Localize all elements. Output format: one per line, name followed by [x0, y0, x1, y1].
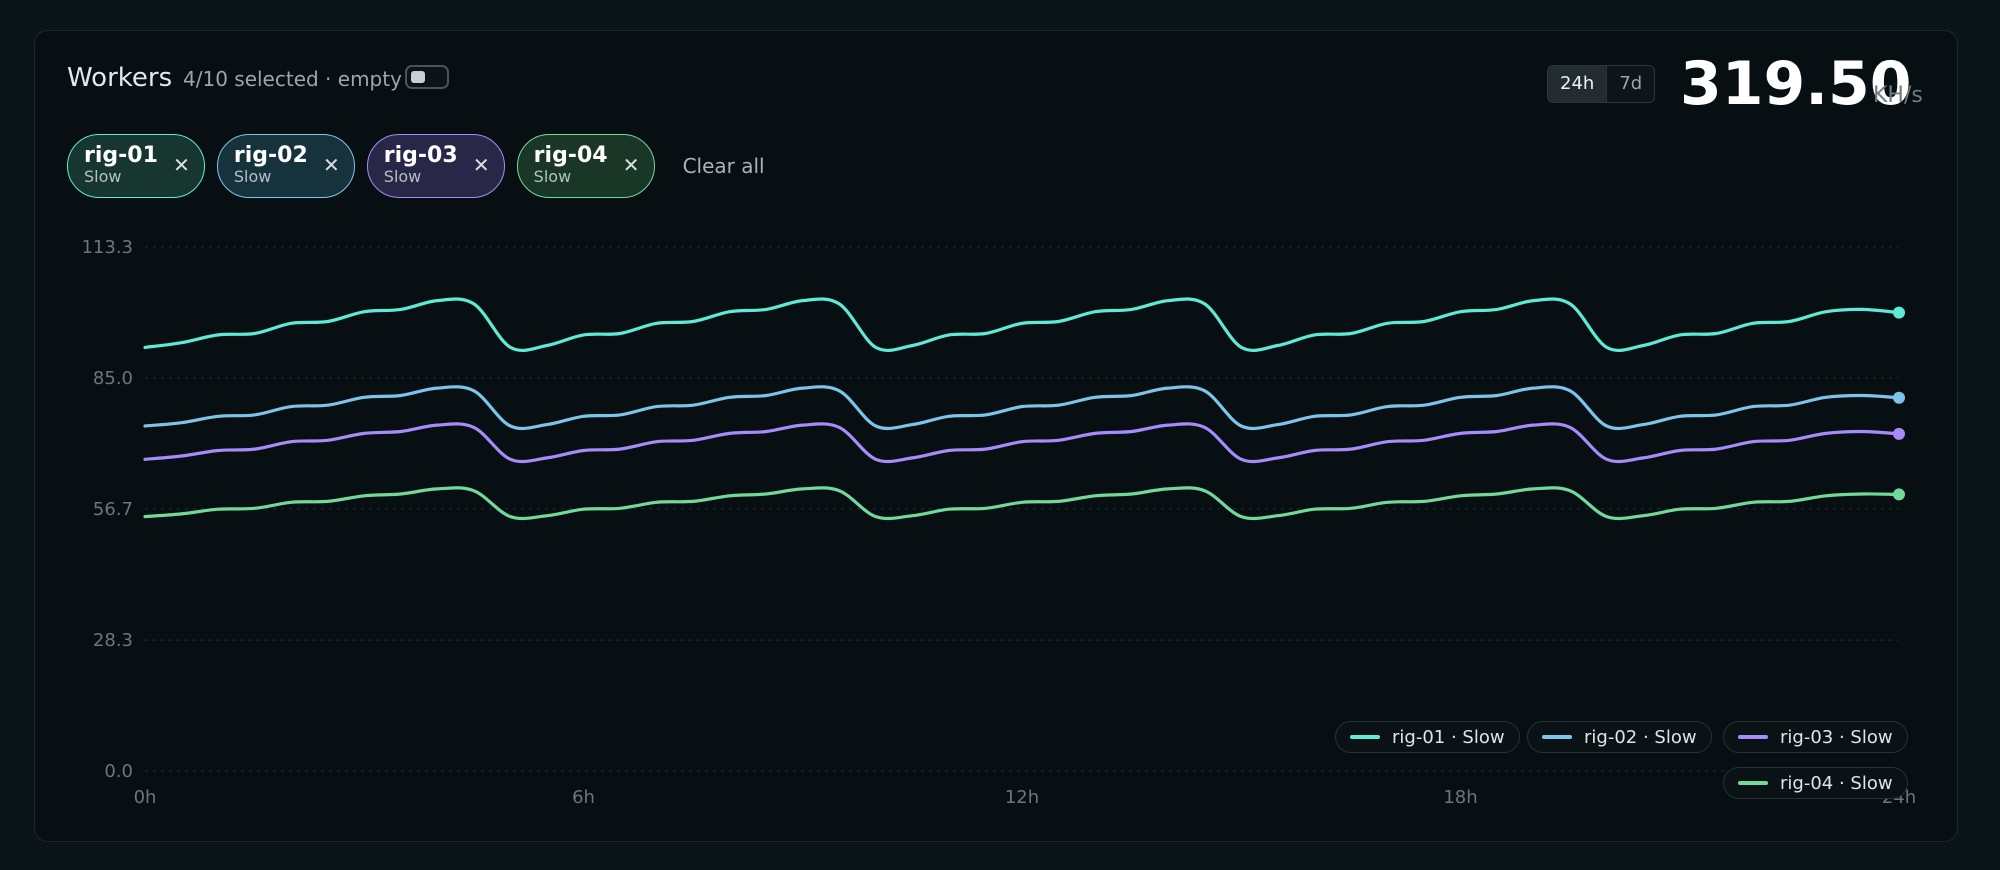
- chip-name: rig-04: [533, 143, 608, 168]
- close-icon[interactable]: ✕: [622, 153, 640, 177]
- close-icon[interactable]: ✕: [323, 153, 340, 177]
- chip-status: Slow: [233, 167, 272, 186]
- series-endpoint-rig-01: [1893, 306, 1905, 319]
- x-tick-label: 0h: [134, 787, 157, 808]
- close-icon[interactable]: ✕: [173, 153, 190, 177]
- x-tick-label: 18h: [1443, 787, 1477, 808]
- legend-label: rig-03 · Slow: [1780, 726, 1893, 748]
- panel-title: Workers: [67, 63, 173, 93]
- series-endpoint-rig-03: [1893, 427, 1905, 440]
- workers-panel: Workers 4/10 selected · empty 24h 7d 319…: [34, 30, 1958, 842]
- y-tick-label: 0.0: [104, 761, 133, 782]
- y-tick-label: 85.0: [93, 368, 133, 389]
- range-7d-button[interactable]: 7d: [1606, 66, 1654, 102]
- x-tick-label: 6h: [572, 787, 595, 808]
- legend-item-rig-01[interactable]: rig-01 · Slow: [1335, 721, 1520, 753]
- legend-item-rig-04[interactable]: rig-04 · Slow: [1723, 767, 1908, 799]
- series-line-rig-01: [143, 297, 1901, 352]
- legend-item-rig-02[interactable]: rig-02 · Slow: [1527, 721, 1712, 753]
- close-icon[interactable]: ✕: [472, 153, 490, 177]
- legend-swatch: [1350, 735, 1380, 739]
- selected-workers-chips: rig-01 Slow ✕ rig-02 Slow ✕ rig-03 Slow …: [67, 134, 765, 198]
- y-tick-label: 56.7: [93, 499, 133, 520]
- y-tick-label: 28.3: [93, 630, 133, 651]
- toggle-knob: [411, 71, 425, 83]
- range-24h-button[interactable]: 24h: [1548, 66, 1607, 102]
- series-endpoint-rig-04: [1893, 488, 1905, 501]
- chip-name: rig-01: [84, 143, 158, 168]
- legend-swatch: [1738, 735, 1768, 739]
- series-endpoint-rig-02: [1893, 391, 1905, 404]
- chip-status: Slow: [84, 167, 122, 186]
- chip-status: Slow: [383, 167, 422, 186]
- time-range-selector: 24h 7d: [1547, 65, 1656, 103]
- chip-rig-03[interactable]: rig-03 Slow ✕: [366, 134, 505, 198]
- y-tick-label: 113.3: [81, 237, 133, 258]
- empty-toggle[interactable]: [405, 65, 449, 89]
- series-line-rig-04: [143, 486, 1901, 521]
- chip-status: Slow: [533, 167, 572, 186]
- legend-swatch: [1738, 781, 1768, 785]
- clear-all-button[interactable]: Clear all: [682, 154, 765, 178]
- chip-name: rig-03: [383, 143, 458, 168]
- legend-item-rig-03[interactable]: rig-03 · Slow: [1723, 721, 1908, 753]
- legend-label: rig-02 · Slow: [1584, 726, 1697, 748]
- total-hashrate-unit: KH/s: [1873, 83, 1923, 108]
- legend-swatch: [1542, 735, 1572, 739]
- chip-rig-02[interactable]: rig-02 Slow ✕: [216, 134, 355, 198]
- x-tick-label: 12h: [1005, 787, 1039, 808]
- chip-rig-01[interactable]: rig-01 Slow ✕: [67, 134, 205, 198]
- series-line-rig-03: [143, 422, 1901, 464]
- series-line-rig-02: [143, 385, 1901, 431]
- selection-summary: 4/10 selected · empty: [183, 67, 402, 91]
- legend-label: rig-01 · Slow: [1392, 726, 1505, 748]
- legend-label: rig-04 · Slow: [1780, 772, 1893, 794]
- total-hashrate-value: 319.50: [1680, 49, 1912, 119]
- chip-name: rig-02: [233, 143, 308, 168]
- chip-rig-04[interactable]: rig-04 Slow ✕: [516, 134, 655, 198]
